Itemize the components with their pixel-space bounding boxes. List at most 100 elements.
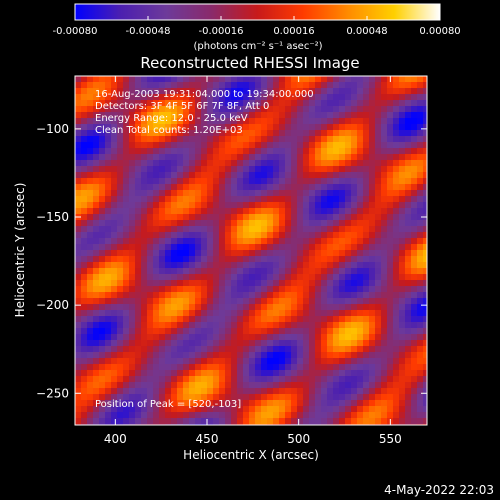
heatmap-cell bbox=[249, 130, 256, 137]
heatmap-cell bbox=[213, 388, 220, 395]
heatmap-cell bbox=[309, 274, 316, 281]
heatmap-cell bbox=[255, 244, 262, 251]
heatmap-cell bbox=[423, 142, 427, 149]
heatmap-cell bbox=[303, 142, 310, 149]
heatmap-cell bbox=[345, 292, 352, 299]
heatmap-cell bbox=[135, 232, 142, 239]
heatmap-cell bbox=[249, 400, 256, 407]
heatmap-cell bbox=[303, 328, 310, 335]
heatmap-cell bbox=[417, 340, 424, 347]
heatmap-cell bbox=[153, 286, 160, 293]
heatmap-cell bbox=[141, 334, 148, 341]
heatmap-cell bbox=[111, 316, 118, 323]
heatmap-cell bbox=[363, 100, 370, 107]
heatmap-cell bbox=[213, 124, 220, 131]
heatmap-cell bbox=[375, 112, 382, 119]
heatmap-cell bbox=[87, 178, 94, 185]
heatmap-cell bbox=[81, 136, 88, 143]
heatmap-cell bbox=[417, 358, 424, 365]
heatmap-cell bbox=[171, 136, 178, 143]
heatmap-cell bbox=[81, 244, 88, 251]
heatmap-cell bbox=[381, 382, 388, 389]
heatmap-cell bbox=[225, 250, 232, 257]
heatmap-cell bbox=[165, 400, 172, 407]
heatmap-cell bbox=[375, 334, 382, 341]
heatmap-cell bbox=[243, 238, 250, 245]
heatmap-cell bbox=[201, 286, 208, 293]
heatmap-cell bbox=[363, 196, 370, 203]
heatmap-cell bbox=[81, 394, 88, 401]
heatmap-cell bbox=[273, 334, 280, 341]
heatmap-cell bbox=[111, 352, 118, 359]
heatmap-cell bbox=[111, 118, 118, 125]
heatmap-cell bbox=[171, 406, 178, 413]
y-axis-ticks: −100−150−200−250 bbox=[36, 122, 427, 400]
heatmap-cell bbox=[207, 274, 214, 281]
heatmap-cell bbox=[369, 352, 376, 359]
heatmap-cell bbox=[105, 298, 112, 305]
heatmap-cell bbox=[213, 154, 220, 161]
footer-date: 4-May-2022 22:03 bbox=[384, 483, 494, 497]
heatmap-cell bbox=[183, 124, 190, 131]
heatmap-cell bbox=[351, 292, 358, 299]
heatmap-cell bbox=[111, 172, 118, 179]
heatmap-cell bbox=[153, 226, 160, 233]
heatmap-cell bbox=[219, 154, 226, 161]
heatmap-cell bbox=[381, 406, 388, 413]
heatmap-cell bbox=[399, 250, 406, 257]
heatmap-cell bbox=[273, 340, 280, 347]
heatmap-cell bbox=[363, 262, 370, 269]
heatmap-cell bbox=[267, 94, 274, 101]
heatmap-cell bbox=[369, 232, 376, 239]
heatmap-cell bbox=[177, 400, 184, 407]
heatmap-cell bbox=[243, 232, 250, 239]
heatmap-cell bbox=[213, 136, 220, 143]
heatmap-cell bbox=[159, 244, 166, 251]
heatmap-cell bbox=[303, 388, 310, 395]
heatmap-cell bbox=[237, 292, 244, 299]
heatmap-cell bbox=[117, 358, 124, 365]
heatmap-cell bbox=[369, 358, 376, 365]
heatmap-cell bbox=[183, 208, 190, 215]
heatmap-cell bbox=[243, 82, 250, 89]
heatmap-cell bbox=[303, 244, 310, 251]
heatmap-cell bbox=[177, 160, 184, 167]
heatmap-cell bbox=[411, 136, 418, 143]
heatmap-cell bbox=[123, 256, 130, 263]
heatmap-cell bbox=[177, 148, 184, 155]
heatmap-cell bbox=[237, 274, 244, 281]
heatmap-cell bbox=[399, 388, 406, 395]
heatmap-cell bbox=[207, 214, 214, 221]
heatmap-cell bbox=[135, 286, 142, 293]
heatmap-cell bbox=[327, 214, 334, 221]
heatmap-cell bbox=[417, 304, 424, 311]
heatmap-cell bbox=[117, 130, 124, 137]
heatmap-cell bbox=[183, 142, 190, 149]
heatmap-cell bbox=[147, 412, 154, 419]
heatmap-cell bbox=[267, 118, 274, 125]
heatmap-cell bbox=[297, 220, 304, 227]
heatmap-cell bbox=[183, 382, 190, 389]
heatmap-cell bbox=[291, 328, 298, 335]
heatmap-cell bbox=[177, 304, 184, 311]
heatmap-cell bbox=[291, 232, 298, 239]
heatmap-cell bbox=[381, 76, 388, 83]
heatmap-cell bbox=[249, 76, 256, 83]
heatmap-cell bbox=[195, 202, 202, 209]
heatmap-cell bbox=[423, 274, 427, 281]
heatmap-cell bbox=[129, 232, 136, 239]
heatmap-cell bbox=[231, 106, 238, 113]
heatmap-cell bbox=[351, 394, 358, 401]
heatmap-cell bbox=[267, 226, 274, 233]
heatmap-cell bbox=[405, 382, 412, 389]
heatmap-cell bbox=[297, 322, 304, 329]
heatmap-cell bbox=[363, 274, 370, 281]
heatmap-cell bbox=[207, 130, 214, 137]
heatmap-cell bbox=[189, 154, 196, 161]
heatmap-cell bbox=[207, 220, 214, 227]
heatmap-cell bbox=[417, 292, 424, 299]
heatmap-cell bbox=[213, 94, 220, 101]
heatmap-cell bbox=[75, 268, 82, 275]
heatmap-cell bbox=[129, 334, 136, 341]
heatmap-cell bbox=[423, 100, 427, 107]
